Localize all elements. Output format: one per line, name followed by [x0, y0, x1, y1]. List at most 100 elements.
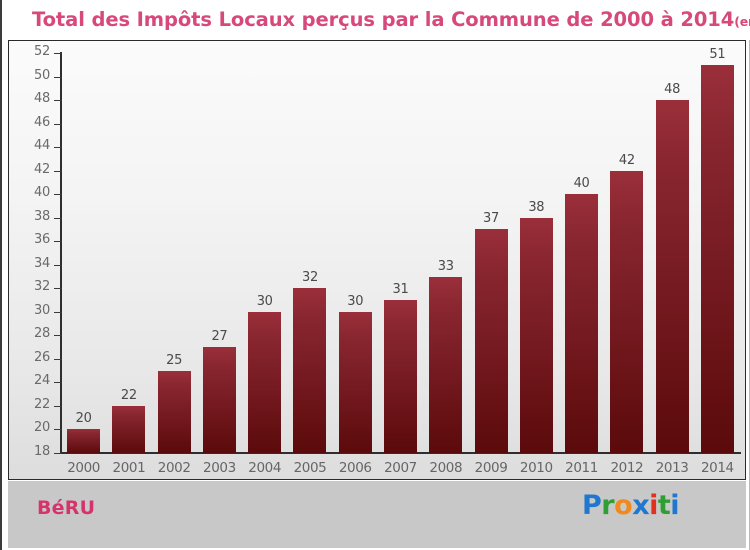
y-tick-mark — [54, 429, 62, 431]
y-tick-mark — [54, 382, 62, 384]
y-tick-mark — [54, 194, 62, 196]
bar-value-label: 37 — [483, 211, 500, 227]
x-axis-line — [60, 452, 741, 454]
y-tick-label: 52 — [34, 44, 50, 59]
bar[interactable]: 30 2004 — [248, 294, 281, 476]
x-tick-label: 2002 — [157, 460, 191, 476]
logo-letter: r — [601, 490, 615, 521]
bar-value-label: 27 — [211, 329, 228, 345]
y-tick-mark — [54, 335, 62, 337]
page-title-text: Total des Impôts Locaux perçus par la Co… — [32, 8, 735, 31]
proxiti-logo[interactable]: Proxiti — [582, 487, 722, 525]
footer-bar: BéRU Proxiti — [8, 481, 746, 548]
y-tick-mark — [54, 53, 62, 54]
y-tick-mark — [54, 241, 62, 243]
y-tick-mark — [54, 453, 62, 454]
y-tick-mark — [54, 170, 62, 172]
bar[interactable]: 20 2000 — [67, 411, 100, 476]
x-tick-label: 2005 — [293, 460, 327, 476]
x-tick-label: 2006 — [338, 460, 372, 476]
x-tick-label: 2001 — [112, 460, 146, 476]
bar[interactable]: 32 2005 — [293, 270, 327, 476]
y-tick-label: 50 — [34, 67, 50, 83]
y-tick-label: 30 — [34, 302, 50, 318]
x-tick-label: 2004 — [248, 460, 282, 476]
bar-value-label: 31 — [392, 282, 409, 298]
y-tick-label: 40 — [34, 185, 50, 201]
bar-value-label: 30 — [347, 293, 364, 309]
y-tick-label: 46 — [34, 114, 50, 130]
bar-value-label: 48 — [664, 82, 681, 98]
logo-letter: P — [582, 490, 602, 521]
logo-letter: i — [670, 490, 680, 521]
y-tick-label: 28 — [34, 326, 50, 342]
bar[interactable]: 33 2008 — [429, 259, 463, 476]
logo-letter: t — [657, 490, 671, 521]
x-tick-label: 2010 — [519, 460, 553, 476]
y-axis-line — [60, 52, 62, 454]
y-tick-mark — [54, 147, 62, 149]
bar[interactable]: 22 2001 — [112, 388, 146, 476]
x-tick-label: 2003 — [203, 460, 236, 476]
bar-value-label: 20 — [75, 411, 92, 427]
y-tick-label: 22 — [34, 396, 50, 412]
y-tick-label: 18 — [34, 444, 50, 459]
plot-frame: 18 20 22 24 26 28 30 32 34 36 38 40 42 44 46 48 50 52 20 2… — [8, 40, 746, 480]
y-tick-mark — [54, 264, 62, 266]
y-tick-label: 48 — [34, 91, 50, 107]
y-tick-label: 34 — [34, 255, 50, 271]
x-tick-label: 2007 — [384, 460, 417, 476]
y-tick-mark — [54, 123, 62, 125]
bar-value-label: 51 — [709, 46, 726, 62]
bar[interactable]: 37 2009 — [474, 211, 508, 476]
bar-value-label: 33 — [437, 258, 454, 274]
bar[interactable]: 51 2014 — [700, 47, 734, 476]
y-tick-label: 32 — [34, 279, 50, 295]
x-tick-label: 2000 — [67, 460, 101, 476]
page-title: Total des Impôts Locaux perçus par la Co… — [32, 8, 750, 31]
x-tick-label: 2009 — [474, 460, 508, 476]
bar-value-label: 30 — [256, 293, 273, 309]
bar-value-label: 32 — [301, 270, 318, 286]
y-tick-label: 38 — [34, 208, 50, 224]
x-tick-label: 2014 — [700, 460, 734, 476]
x-tick-label: 2011 — [565, 460, 598, 476]
bar-value-label: 40 — [573, 176, 590, 192]
title-bar: Total des Impôts Locaux perçus par la Co… — [2, 0, 750, 40]
x-tick-label: 2012 — [610, 460, 644, 476]
bar[interactable]: 25 2002 — [157, 353, 191, 476]
bar[interactable]: 27 2003 — [202, 329, 236, 476]
bar[interactable]: 40 2011 — [565, 176, 598, 476]
bar[interactable]: 48 2013 — [655, 82, 689, 476]
y-tick-label: 44 — [34, 138, 50, 154]
y-tick-mark — [54, 100, 62, 102]
page-title-unit: (en milliers d'€) — [734, 14, 750, 29]
bar[interactable]: 38 2010 — [519, 200, 553, 476]
y-tick-label: 36 — [34, 232, 50, 248]
bar[interactable]: 42 2012 — [610, 153, 644, 476]
bar[interactable]: 31 2007 — [384, 282, 417, 476]
y-tick-mark — [54, 217, 62, 219]
bar-value-label: 22 — [120, 387, 137, 403]
bar-value-label: 25 — [166, 352, 183, 368]
y-tick-label: 24 — [34, 373, 50, 389]
bar[interactable]: 30 2006 — [338, 294, 372, 476]
logo-letter: o — [614, 490, 633, 521]
logo-letter: x — [632, 490, 650, 521]
x-tick-label: 2013 — [655, 460, 689, 476]
plot-area: 20 2000 22 2001 25 2002 27 2003 30 2004 32 2005 30 20… — [61, 47, 740, 476]
y-tick-mark — [54, 405, 62, 407]
bar-value-label: 38 — [528, 199, 545, 215]
y-tick-mark — [54, 358, 62, 360]
x-tick-label: 2008 — [429, 460, 463, 476]
commune-name: BéRU — [37, 497, 96, 519]
y-tick-mark — [54, 311, 62, 313]
y-tick-label: 20 — [34, 420, 50, 436]
y-tick-mark — [54, 288, 62, 290]
y-tick-mark — [54, 76, 62, 78]
y-tick-label: 42 — [34, 161, 50, 177]
y-tick-label: 26 — [34, 349, 50, 365]
logo-letter: i — [649, 490, 658, 521]
bar-value-label: 42 — [618, 152, 635, 168]
